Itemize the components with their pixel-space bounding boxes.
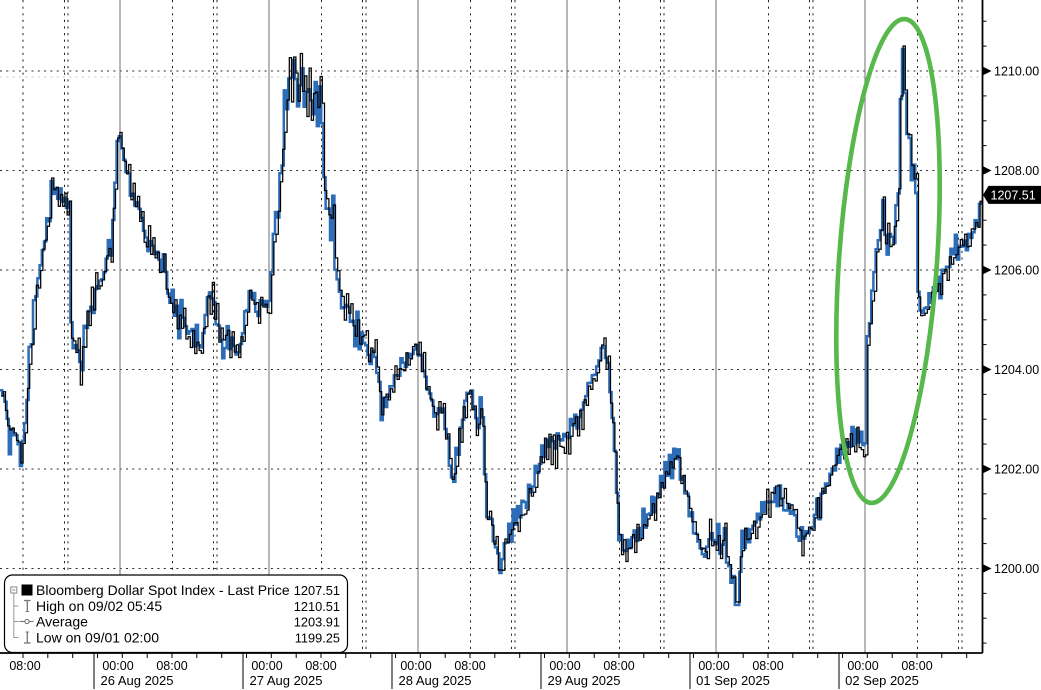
svg-text:1200.00: 1200.00 — [994, 562, 1039, 576]
svg-text:27 Aug 2025: 27 Aug 2025 — [249, 673, 322, 688]
svg-text:00:00: 00:00 — [847, 659, 878, 673]
svg-text:26 Aug 2025: 26 Aug 2025 — [100, 673, 173, 688]
svg-text:Average: Average — [36, 614, 88, 630]
svg-text:08:00: 08:00 — [454, 659, 485, 673]
svg-text:29 Aug 2025: 29 Aug 2025 — [547, 673, 620, 688]
svg-text:28 Aug 2025: 28 Aug 2025 — [398, 673, 471, 688]
svg-text:00:00: 00:00 — [102, 659, 133, 673]
svg-text:00:00: 00:00 — [400, 659, 431, 673]
svg-text:1210.00: 1210.00 — [994, 65, 1039, 79]
svg-text:1204.00: 1204.00 — [994, 363, 1039, 377]
svg-text:08:00: 08:00 — [603, 659, 634, 673]
svg-text:1207.51: 1207.51 — [294, 583, 340, 598]
svg-text:00:00: 00:00 — [251, 659, 282, 673]
svg-text:00:00: 00:00 — [549, 659, 580, 673]
svg-text:1206.00: 1206.00 — [994, 264, 1039, 278]
svg-text:00:00: 00:00 — [698, 659, 729, 673]
svg-text:08:00: 08:00 — [9, 659, 40, 673]
svg-text:08:00: 08:00 — [752, 659, 783, 673]
svg-text:08:00: 08:00 — [305, 659, 336, 673]
svg-text:High on 09/02 05:45: High on 09/02 05:45 — [36, 598, 162, 614]
svg-text:02 Sep 2025: 02 Sep 2025 — [845, 673, 919, 688]
svg-text:Low on 09/01 02:00: Low on 09/01 02:00 — [36, 630, 159, 646]
svg-text:1199.25: 1199.25 — [295, 631, 340, 646]
svg-text:08:00: 08:00 — [901, 659, 932, 673]
svg-text:1210.51: 1210.51 — [294, 599, 340, 614]
svg-text:1207.51: 1207.51 — [991, 188, 1036, 202]
svg-text:Bloomberg Dollar Spot Index -: Bloomberg Dollar Spot Index - Last Price — [36, 582, 290, 598]
svg-text:1208.00: 1208.00 — [994, 164, 1039, 178]
svg-text:1202.00: 1202.00 — [994, 463, 1039, 477]
svg-text:1203.91: 1203.91 — [294, 615, 340, 630]
svg-text:01 Sep 2025: 01 Sep 2025 — [696, 673, 770, 688]
svg-text:08:00: 08:00 — [156, 659, 187, 673]
